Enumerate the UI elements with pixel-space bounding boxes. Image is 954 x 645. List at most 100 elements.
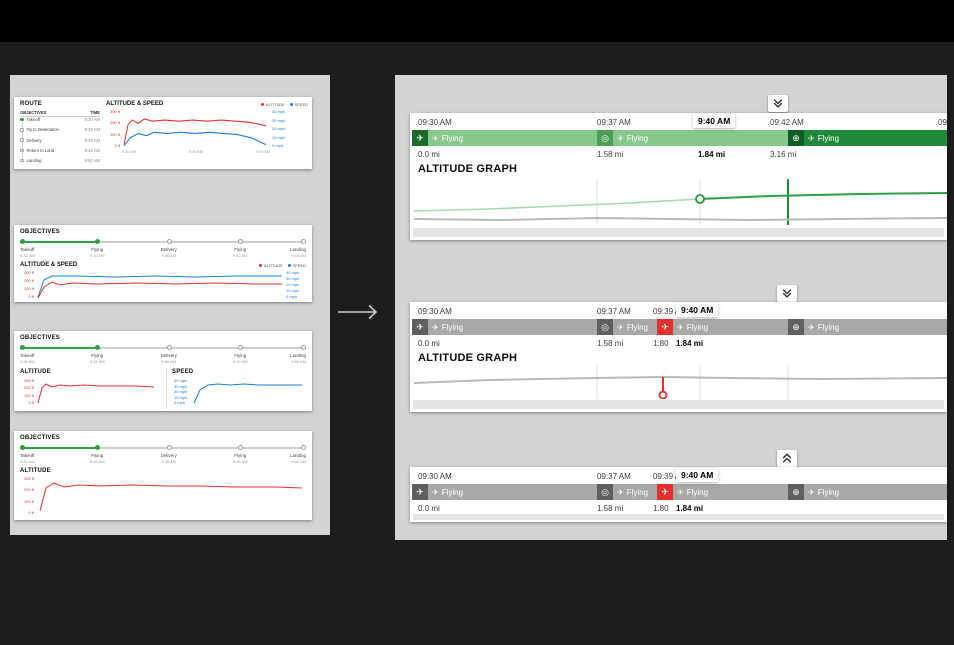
footer-strip [413,514,944,520]
altitude-speed-chart [37,275,282,299]
objectives-timeline: Takeoff 9:30 AM Flying 9:32 AM Delivery 9:3… [20,444,306,466]
current-distance: 1.84 mi [696,150,728,159]
time-label: 09:42 AM [770,118,804,127]
plane-icon: ✈ [808,322,815,332]
waypoint-icon: ⊕ [788,319,804,335]
time-label: 09:30 AM [418,307,452,316]
speed-chart-title: SPEED [172,369,194,375]
milestone-dot-icon [166,445,172,450]
milestone-dot-icon [238,239,244,244]
waypoint-icon: ⊕ [788,484,804,500]
altitude-line-past [413,198,701,212]
altitude-axis: 300 ft 200 ft 100 ft 0 ft [109,109,120,148]
waypoint-icon: ⊕ [788,130,804,146]
plane-icon: ✈ [432,487,439,497]
segment-flying-alert[interactable]: ✈ ✈ Flying [657,484,788,500]
distance-label: 1.80 [653,339,669,348]
card-title: ROUTE [20,101,42,107]
collapse-button[interactable] [768,95,788,112]
segment-flying[interactable]: ◎ ✈ Flying [597,319,657,335]
distance-label: 1.58 mi [597,339,624,348]
plane-icon: ✈ [677,487,684,497]
segment-flying[interactable]: ◎ ✈ Flying [597,130,788,146]
segment-flying-alert[interactable]: ✈ ✈ Flying [657,319,788,335]
chart-legend: ALTITUDE SPEED [259,263,306,268]
milestone-dot-icon [301,239,306,244]
milestone-dot-icon [20,138,24,142]
drone-icon: ✈ [412,130,428,146]
time-label: 09:39 AM [653,472,687,481]
objectives-timeline: Takeoff 9:30 AM Flying 9:32 AM Delivery 9:3… [20,238,306,260]
chart-title: ALTITUDE & SPEED [20,262,78,268]
current-distance: 1.84 mi [674,504,706,513]
drone-icon: ✈ [412,484,428,500]
milestone-dot-icon [20,148,24,152]
footer-strip [413,228,944,237]
speed-axis: 40 mph 30 mph 20 mph 10 mph 0 mph [174,378,188,405]
altitude-line [37,281,282,299]
plane-icon: ✈ [677,322,684,332]
flight-timeline-card-active: 09:30 AM 09:37 AM 09:42 AM 09:50 AM 9:40… [410,113,947,240]
segment-flying[interactable]: ✈ ✈ Flying [412,130,597,146]
segment-label: Flying [441,133,464,143]
altitude-line [413,375,947,384]
speed-line [37,275,282,298]
time-label: 09:37 AM [597,118,631,127]
top-black-bar [0,0,954,42]
collapse-button[interactable] [777,285,797,302]
footer-strip [413,400,944,409]
drone-icon: ✈ [412,319,428,335]
alert-position-marker [658,390,668,399]
plane-icon: ✈ [432,322,439,332]
altitude-line [123,118,267,145]
route-row: Fly to Destination 9:32 AM [20,127,100,132]
chevrons-down-icon [773,99,783,108]
milestone-dot-icon [166,345,172,350]
altitude-axis: 300 ft 200 ft 100 ft 0 ft [23,476,34,515]
route-row: Delivery 9:38 AM [20,138,100,143]
speed-line [193,383,302,404]
distance-label: 0.0 mi [418,150,440,159]
segment-flying[interactable]: ✈ ✈ Flying [412,484,597,500]
left-design-panel: ROUTE OBJECTIVES TIME Takeoff 9:30 AM Fly… [10,75,330,535]
milestone-dot-done-icon [95,445,101,450]
segment-flying-current[interactable]: ⊕ ✈ Flying [788,130,947,146]
altitude-chart [39,482,303,512]
current-time-marker[interactable]: 9:40 AM [676,468,719,482]
col-header-time: TIME [89,110,100,115]
ground-line [413,216,947,222]
time-label: 09:50 AM [938,118,947,127]
segment-label: Flying [626,322,649,332]
altitude-chart-title: ALTITUDE [20,468,51,474]
milestone-dot-icon [20,158,24,163]
chevrons-up-icon [782,453,792,463]
milestone-dot-done-icon [95,239,101,244]
segment-flying[interactable]: ⊕ ✈ Flying [788,319,947,335]
segment-label: Flying [441,487,464,497]
plane-icon: ✈ [617,133,624,143]
current-time-marker[interactable]: 9:40 AM [676,303,719,317]
distance-label: 1.58 mi [597,150,624,159]
altitude-graph [413,365,947,399]
segment-flying[interactable]: ⊕ ✈ Flying [788,484,947,500]
time-label: 09:39 AM [653,307,687,316]
split-chart-card: OBJECTIVES Takeoff 9:30 AM Flying 9:32 AM … [14,331,312,411]
distance-label: 1.58 mi [597,504,624,513]
altitude-line [39,482,303,512]
right-design-panel: 09:30 AM 09:37 AM 09:42 AM 09:50 AM 9:40… [395,75,947,540]
milestone-dot-icon [20,128,24,132]
milestone-dot-done-icon [20,345,25,350]
altitude-axis: 300 ft 200 ft 100 ft 0 ft [23,378,34,405]
time-label: 09:30 AM [418,118,452,127]
speed-axis: 40 mph 30 mph 20 mph 10 mph 0 mph [272,109,286,148]
segment-flying[interactable]: ◎ ✈ Flying [597,484,657,500]
time-label: 09:30 AM [418,472,452,481]
expand-button[interactable] [777,450,797,467]
route-row: Takeoff 9:30 AM [20,117,100,122]
card-title: OBJECTIVES [20,435,61,441]
segment-flying[interactable]: ✈ ✈ Flying [412,319,597,335]
current-time-marker[interactable]: 9:40 AM [693,114,736,128]
speed-legend-dot-icon [289,102,293,106]
altitude-line [37,383,155,404]
col-header-objectives: OBJECTIVES [20,110,47,115]
